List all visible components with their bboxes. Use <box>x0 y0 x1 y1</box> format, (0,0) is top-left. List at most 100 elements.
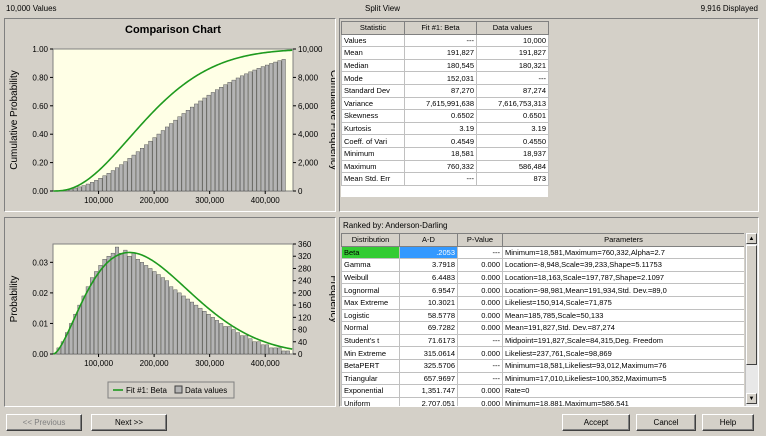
stats-cell-label: Mode <box>341 71 405 85</box>
rank-cell-distribution: Min Extreme <box>341 346 400 360</box>
statistics-table-wrapper: Statistic Fit #1: Beta Data values Value… <box>341 21 549 197</box>
rank-row[interactable]: Logistic 58.5778 0.000 Mean=185,785,Scale=5… <box>341 308 744 323</box>
rank-cell-parameters: Minimum=17,010,Likeliest=100,352,Maximum… <box>502 371 744 386</box>
rank-header-pvalue[interactable]: P-Value <box>457 233 503 247</box>
data-bar <box>135 259 140 355</box>
x-tick-label: 100,000 <box>84 359 113 368</box>
data-bar <box>90 182 94 192</box>
rank-row[interactable]: Weibull 6.4483 0.000 Location=18,163,Scale=… <box>341 270 744 285</box>
scroll-down-arrow-icon[interactable]: ▼ <box>746 393 757 404</box>
rank-row[interactable]: Min Extreme 315.0614 0.000 Likeliest=237,76… <box>341 346 744 360</box>
rank-cell-pvalue: --- <box>457 245 503 260</box>
stats-cell-value: 0.6501 <box>476 109 549 123</box>
rank-cell-ad: 1,351.747 <box>399 384 458 398</box>
data-bar <box>169 123 174 192</box>
y-tick-label: 0.01 <box>32 319 48 328</box>
y-tick-label: 0.00 <box>32 187 48 196</box>
stats-cell-label: Mean Std. Err <box>341 172 405 186</box>
rank-cell-distribution: Weibull <box>341 270 400 285</box>
accept-button[interactable]: Accept <box>562 414 630 431</box>
data-bar <box>177 116 182 192</box>
data-bar <box>194 304 199 355</box>
stats-cell-value: 18,937 <box>476 146 549 161</box>
stats-cell-label: Values <box>341 33 405 48</box>
rank-row[interactable]: Exponential 1,351.747 0.000 Rate=0 <box>341 384 744 398</box>
data-bar <box>210 92 215 192</box>
data-bar <box>127 158 132 192</box>
rank-cell-distribution: Beta <box>341 245 400 260</box>
y-right-tick-label: 0 <box>298 350 303 359</box>
data-bar <box>265 64 269 192</box>
stats-header-data[interactable]: Data values <box>476 21 549 35</box>
density-chart: 0.00 0.01 0.02 0.03 0 40 80 120 160 200 240 280 320 3… <box>9 240 339 399</box>
scroll-up-arrow-icon[interactable]: ▲ <box>746 233 757 244</box>
data-bar <box>115 246 119 355</box>
stats-header-fit[interactable]: Fit #1: Beta <box>404 21 477 35</box>
rank-header-ad[interactable]: A-D <box>399 233 458 247</box>
data-bar <box>285 350 290 355</box>
x-tick-label: 300,000 <box>195 359 224 368</box>
data-bar <box>248 71 253 192</box>
rank-row[interactable]: Beta .2053 --- Minimum=18,581,Maximum=760,3… <box>341 245 744 260</box>
fit-line <box>53 49 293 192</box>
data-bar <box>98 265 103 355</box>
cumulative-chart: Comparison Chart 0.00 0.20 0.40 0.60 0.80 1.00… <box>9 24 339 205</box>
stats-cell-value: 7,616,753,313 <box>476 96 549 111</box>
scroll-thumb[interactable] <box>746 245 757 365</box>
rank-cell-ad: 3.7918 <box>399 258 458 272</box>
data-bar <box>277 60 282 192</box>
rank-row[interactable]: Triangular 657.9697 --- Minimum=17,010,Like… <box>341 371 744 386</box>
rank-cell-distribution: Max Extreme <box>341 295 400 310</box>
data-bar <box>110 252 115 355</box>
help-button[interactable]: Help <box>702 414 754 431</box>
data-bar <box>227 326 232 355</box>
y-right-tick-label: 120 <box>298 313 312 322</box>
data-bar <box>127 256 132 355</box>
rank-row[interactable]: Lognormal 6.9547 0.000 Location=-98,981,Mea… <box>341 283 744 297</box>
previous-button[interactable]: << Previous <box>6 414 82 431</box>
y-right-tick-label: 2,000 <box>298 159 319 168</box>
data-bar <box>123 249 128 355</box>
rank-cell-ad: 71.6173 <box>399 333 458 348</box>
y-axis-label: Probability <box>9 276 20 323</box>
data-bar <box>231 329 236 355</box>
data-bar <box>123 161 128 192</box>
stats-row: Kurtosis 3.19 3.19 <box>341 121 549 136</box>
rank-row[interactable]: BetaPERT 325.5706 --- Minimum=18,581,Likeli… <box>341 358 744 373</box>
rank-cell-parameters: Minimum=18,581,Likeliest=93,012,Maximum=… <box>502 358 744 373</box>
data-bar <box>77 304 82 355</box>
rank-cell-parameters: Mean=185,785,Scale=50,133 <box>502 308 744 323</box>
rank-row[interactable]: Student's t 71.6173 --- Midpoint=191,827,Sc… <box>341 333 744 348</box>
rank-cell-ad: 58.5778 <box>399 308 458 323</box>
y-right-axis-label: Frequency <box>328 275 335 322</box>
rank-cell-pvalue: --- <box>457 358 503 373</box>
data-bar <box>223 326 228 355</box>
rank-header-parameters[interactable]: Parameters <box>502 233 744 247</box>
data-bar <box>273 347 278 355</box>
data-bar <box>152 137 157 192</box>
stats-header-statistic[interactable]: Statistic <box>341 21 405 35</box>
rank-cell-ad: 6.4483 <box>399 270 458 285</box>
ranking-scrollbar[interactable]: ▲ ▼ <box>745 233 758 406</box>
stats-cell-value: 0.4549 <box>404 134 477 148</box>
data-bar <box>215 320 219 355</box>
rank-cell-ad: 2,707.051 <box>399 396 458 406</box>
data-bar <box>106 256 111 355</box>
data-bar <box>115 167 119 192</box>
rank-row[interactable]: Normal 69.7282 0.000 Mean=191,827,Std. Dev.… <box>341 321 744 335</box>
data-bar <box>231 79 236 192</box>
rank-row[interactable]: Max Extreme 10.3021 0.000 Likeliest=150,914… <box>341 295 744 310</box>
legend-data-label: Data values <box>185 386 227 395</box>
cancel-button[interactable]: Cancel <box>636 414 696 431</box>
rank-row[interactable]: Gamma 3.7918 0.000 Location=-8,948,Scale=39… <box>341 258 744 272</box>
stats-row: Standard Dev 87,270 87,274 <box>341 83 549 98</box>
data-bar <box>131 154 136 192</box>
rank-row[interactable]: Uniform 2,707.051 0.000 Minimum=18,881,Maxi… <box>341 396 744 406</box>
rank-header-distribution[interactable]: Distribution <box>341 233 400 247</box>
x-tick-label: 400,000 <box>251 359 280 368</box>
data-bar <box>277 347 282 355</box>
rank-cell-pvalue: --- <box>457 333 503 348</box>
data-bar <box>227 82 232 192</box>
next-button[interactable]: Next >> <box>91 414 167 431</box>
stats-cell-value: 152,031 <box>404 71 477 85</box>
